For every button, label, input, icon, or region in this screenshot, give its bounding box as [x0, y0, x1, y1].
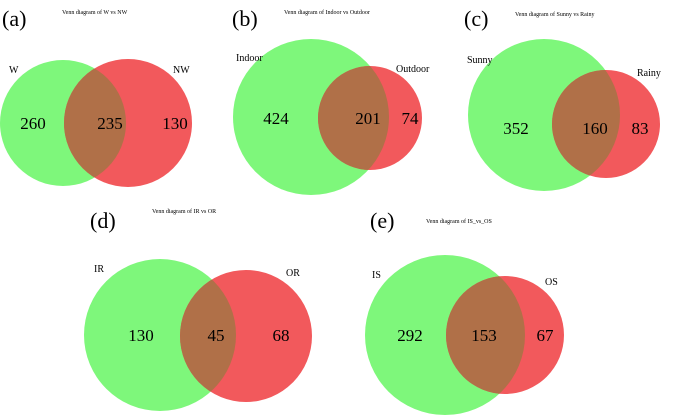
- venn-a-both-count: 235: [97, 114, 123, 133]
- venn-b-left-label: Indoor: [236, 53, 263, 64]
- venn-b-title: Venn diagram of Indoor vs Outdoor: [284, 9, 370, 16]
- venn-b-left-only-count: 424: [263, 109, 289, 128]
- venn-d-left-only-count: 130: [128, 326, 154, 345]
- venn-e-title: Venn diagram of IS_vs_OS: [426, 218, 492, 225]
- venn-panel-c: (c) Venn diagram of Sunny vs Rainy Sunny…: [464, 6, 661, 191]
- venn-c-right-label: Rainy: [637, 68, 661, 79]
- venn-c-letter: (c): [464, 6, 488, 31]
- venn-b-letter: (b): [232, 6, 258, 31]
- venn-e-letter: (e): [370, 208, 394, 233]
- venn-a-overlap: [64, 60, 126, 186]
- venn-a-right-label: NW: [173, 65, 190, 76]
- venn-panel-a: (a) Venn diagram of W vs NW W NW 260 235…: [0, 6, 192, 187]
- venn-b-overlap: [318, 66, 389, 170]
- venn-d-left-label: IR: [94, 264, 104, 275]
- venn-b-right-label: Outdoor: [396, 64, 430, 75]
- venn-a-letter: (a): [2, 6, 26, 31]
- venn-panel-b: (b) Venn diagram of Indoor vs Outdoor In…: [232, 6, 430, 195]
- venn-c-overlap: [552, 70, 620, 178]
- venn-a-left-only-count: 260: [20, 114, 46, 133]
- venn-e-both-count: 153: [471, 326, 497, 345]
- venn-c-left-only-count: 352: [503, 119, 529, 138]
- venn-d-overlap: [180, 270, 236, 402]
- venn-c-right-only-count: 83: [632, 119, 649, 138]
- venn-a-left-label: W: [9, 65, 19, 76]
- venn-d-title: Venn diagram of IR vs OR: [152, 208, 216, 215]
- venn-d-right-label: OR: [286, 268, 300, 279]
- venn-e-overlap: [446, 276, 525, 394]
- venn-c-both-count: 160: [582, 119, 608, 138]
- venn-e-left-only-count: 292: [397, 326, 423, 345]
- venn-panel-d: (d) Venn diagram of IR vs OR IR OR 130 4…: [84, 208, 312, 411]
- venn-b-both-count: 201: [355, 109, 381, 128]
- venn-e-right-label: OS: [545, 277, 558, 288]
- venn-a-title: Venn diagram of W vs NW: [62, 9, 128, 16]
- venn-d-right-only-count: 68: [273, 326, 290, 345]
- venn-a-right-only-count: 130: [162, 114, 188, 133]
- venn-e-left-label: IS: [372, 270, 381, 281]
- venn-c-left-label: Sunny: [467, 55, 493, 66]
- venn-c-title: Venn diagram of Sunny vs Rainy: [515, 11, 595, 18]
- venn-panel-e: (e) Venn diagram of IS_vs_OS IS OS 292 1…: [365, 208, 564, 415]
- venn-e-right-only-count: 67: [537, 326, 555, 345]
- venn-d-letter: (d): [90, 208, 116, 233]
- venn-b-right-only-count: 74: [402, 109, 420, 128]
- venn-d-both-count: 45: [208, 326, 225, 345]
